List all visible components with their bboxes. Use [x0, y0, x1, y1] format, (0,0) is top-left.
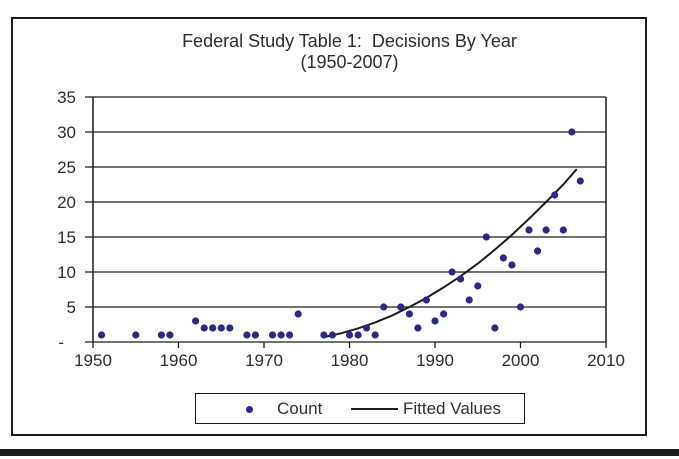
chart-title: Federal Study Table 1: Decisions By Year… — [93, 31, 606, 73]
count-point — [243, 331, 251, 339]
count-point — [209, 324, 217, 332]
x-tick-label: 1970 — [245, 351, 283, 370]
count-point — [576, 177, 584, 185]
chart-title-line1: Federal Study Table 1: Decisions By Year — [182, 31, 517, 51]
count-point — [474, 282, 482, 290]
figure-frame — [11, 17, 647, 436]
y-tick-label: 5 — [67, 298, 76, 317]
count-point — [217, 324, 225, 332]
count-point — [499, 254, 507, 262]
count-point — [192, 317, 200, 325]
legend-label-count: Count — [277, 399, 323, 418]
count-point — [328, 331, 336, 339]
count-point — [157, 331, 165, 339]
count-point — [508, 261, 516, 269]
count-point — [568, 128, 576, 136]
x-tick-label: 1950 — [74, 351, 112, 370]
y-tick-label: 15 — [57, 228, 76, 247]
count-point — [268, 331, 277, 339]
legend-label-fitted: Fitted Values — [403, 399, 501, 418]
count-point — [226, 324, 234, 332]
count-point — [465, 296, 473, 304]
count-point — [354, 331, 362, 339]
count-point — [482, 233, 490, 241]
count-point — [200, 324, 208, 332]
count-point — [440, 310, 448, 318]
count-point — [132, 331, 140, 339]
x-tick-label: 1990 — [416, 351, 454, 370]
fitted-line-icon — [351, 408, 398, 410]
bottom-rule — [0, 449, 679, 456]
x-tick-label: 1960 — [160, 351, 198, 370]
count-marker-icon — [246, 406, 253, 413]
y-tick-label: 25 — [57, 158, 76, 177]
legend: Count Fitted Values — [195, 393, 525, 424]
count-point — [277, 331, 285, 339]
count-point — [371, 331, 379, 339]
count-point — [251, 331, 259, 339]
count-point — [363, 324, 371, 332]
count-point — [431, 317, 439, 325]
y-tick-label: 30 — [57, 123, 76, 142]
x-tick-label: 2010 — [587, 351, 625, 370]
count-point — [491, 324, 499, 332]
count-point — [345, 331, 354, 339]
count-point — [294, 310, 302, 318]
count-point — [320, 331, 328, 339]
count-point — [516, 303, 525, 311]
chart-title-line2: (1950-2007) — [300, 52, 399, 72]
y-tick-label: 20 — [57, 193, 76, 212]
count-point — [422, 296, 430, 304]
count-point — [542, 226, 550, 234]
x-tick-label: 2000 — [502, 351, 540, 370]
y-tick-label: 10 — [57, 263, 76, 282]
count-point — [286, 331, 294, 339]
y-zero-label: - — [58, 333, 64, 352]
count-point — [97, 331, 106, 339]
count-point — [414, 324, 422, 332]
count-point — [457, 275, 465, 283]
count-point — [551, 191, 559, 199]
count-point — [525, 226, 533, 234]
count-point — [534, 247, 542, 255]
count-point — [380, 303, 388, 311]
count-point — [405, 310, 413, 318]
x-tick-label: 1980 — [331, 351, 369, 370]
count-point — [397, 303, 405, 311]
count-point — [166, 331, 174, 339]
y-tick-label: 35 — [57, 88, 76, 107]
count-point — [559, 226, 567, 234]
count-point — [448, 268, 456, 276]
